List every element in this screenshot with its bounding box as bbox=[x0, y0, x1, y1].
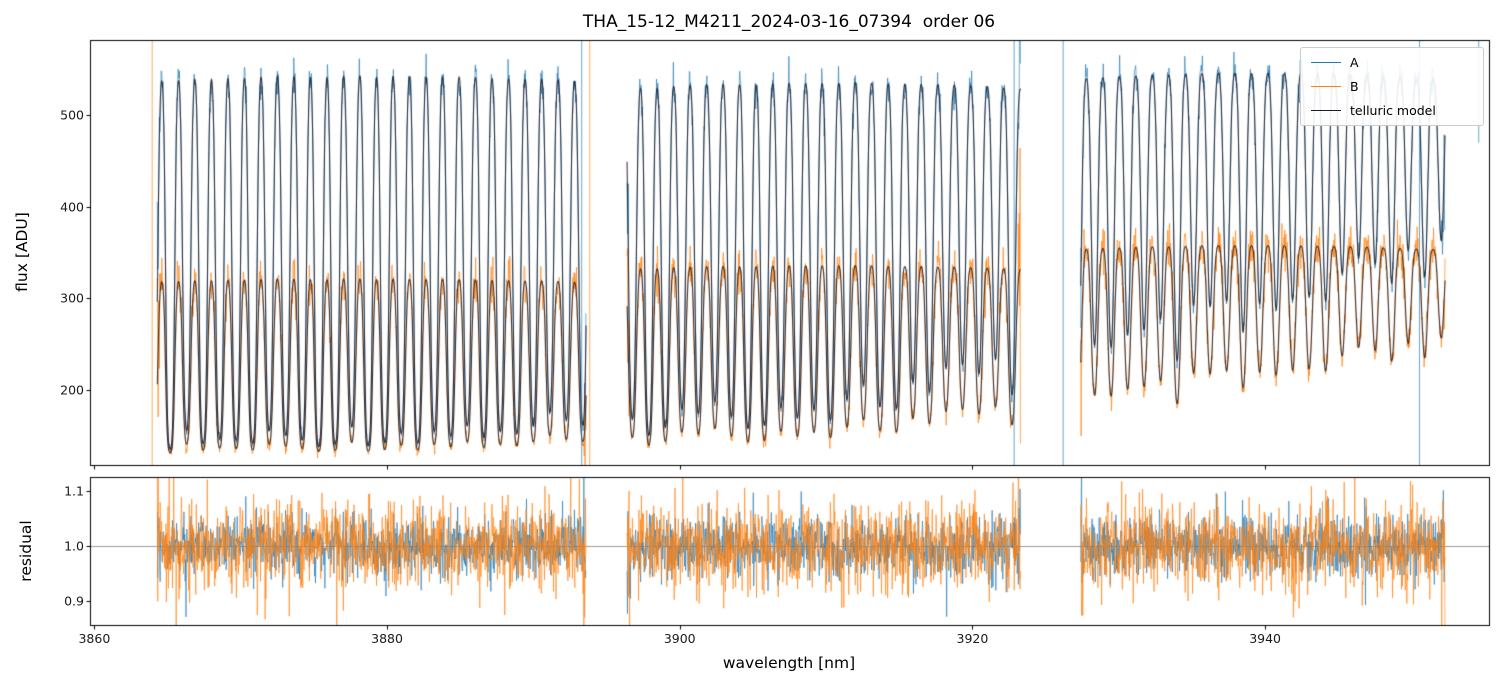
x-tick-label: 3860 bbox=[78, 631, 111, 646]
series-b-line-swatch bbox=[1311, 86, 1341, 87]
x-tick-label: 3880 bbox=[371, 631, 403, 646]
residual-axis-label: residual bbox=[17, 520, 35, 582]
legend-label-telluric-model: telluric model bbox=[1350, 103, 1436, 118]
residual-tick-label: 1.1 bbox=[64, 483, 84, 499]
flux-tick-label: 200 bbox=[60, 382, 84, 398]
x-axis-label: wavelength [nm] bbox=[722, 654, 856, 672]
legend-label-b: B bbox=[1350, 79, 1359, 94]
plot-title: THA_15-12_M4211_2024-03-16_07394 order 0… bbox=[582, 12, 996, 32]
x-tick-label: 3940 bbox=[1249, 631, 1281, 646]
flux-tick-label: 400 bbox=[60, 199, 84, 215]
x-tick-label: 3920 bbox=[956, 631, 989, 646]
telluric-model-line-swatch bbox=[1311, 110, 1341, 111]
legend: A B telluric model bbox=[1300, 47, 1484, 126]
x-tick-label: 3900 bbox=[663, 631, 696, 646]
legend-label-a: A bbox=[1350, 55, 1359, 70]
residual-tick-label: 1.0 bbox=[64, 538, 84, 554]
residual-tick-label: 0.9 bbox=[64, 593, 84, 609]
legend-entry-b: B bbox=[1311, 79, 1473, 94]
flux-tick-label: 500 bbox=[60, 107, 84, 123]
series-a-line-swatch bbox=[1311, 62, 1341, 63]
flux-axis-label: flux [ADU] bbox=[13, 212, 31, 292]
legend-entry-a: A bbox=[1311, 55, 1473, 70]
legend-entry-telluric-model: telluric model bbox=[1311, 103, 1473, 118]
flux-tick-label: 300 bbox=[60, 290, 84, 306]
